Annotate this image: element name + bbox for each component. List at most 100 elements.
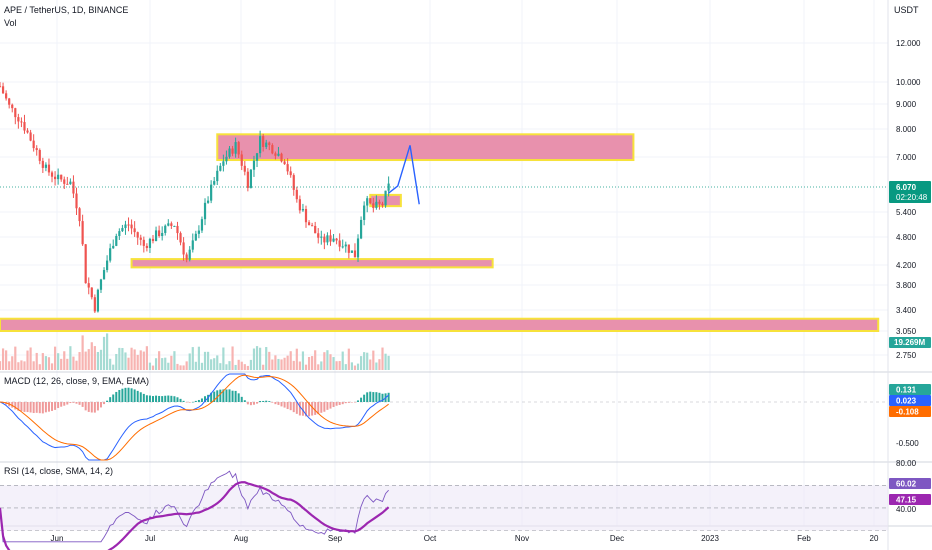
volume-bar (231, 346, 234, 370)
candle-body (0, 86, 2, 88)
macd-histogram-bar (54, 402, 57, 410)
volume-bar (375, 362, 378, 370)
volume-bar (246, 365, 249, 370)
candle-body (375, 201, 378, 209)
last-price-badge (889, 181, 931, 203)
macd-histogram-bar (109, 397, 112, 402)
volume-bar (262, 364, 265, 370)
support-resistance-zones[interactable] (0, 133, 880, 333)
macd-histogram-bar (277, 402, 280, 405)
macd-histogram-bar (63, 402, 66, 406)
candle-body (106, 260, 109, 271)
price-axis-label: 4.200 (896, 261, 917, 270)
volume-bar (26, 350, 29, 370)
macd-histogram-bar (372, 392, 375, 402)
price-zone (0, 317, 880, 333)
candle-body (136, 232, 139, 238)
volume-bar (78, 352, 81, 370)
volume-bar (0, 361, 2, 370)
rsi-pane (0, 470, 888, 550)
candle-body (17, 117, 20, 122)
price-projection-path[interactable] (388, 145, 420, 205)
volume-bar (255, 346, 259, 370)
candle-body (344, 244, 347, 247)
macd-histogram-bar (240, 396, 243, 402)
candle-body (353, 250, 357, 258)
candle-body (84, 244, 87, 284)
macd-histogram-bar (363, 394, 366, 402)
volume-bar (102, 336, 106, 370)
candlesticks (0, 82, 390, 314)
candle-body (213, 181, 216, 185)
macd-histogram-bar (145, 395, 148, 402)
volume-bar (133, 349, 136, 370)
volume-bar (197, 346, 200, 370)
macd-histogram-bar (72, 402, 75, 403)
volume-bar (158, 351, 161, 370)
volume-bar (109, 358, 112, 370)
volume-bar (359, 356, 363, 370)
volume-bar (130, 347, 133, 370)
candle-body (1, 86, 5, 94)
volume-bar (194, 361, 197, 370)
candle-body (151, 238, 155, 242)
macd-histogram-bar (353, 402, 356, 403)
time-axis-label: 2023 (701, 534, 719, 543)
macd-histogram-bar (274, 402, 277, 405)
volume-bar (47, 357, 51, 370)
candle-body (307, 222, 311, 226)
candle-body (14, 108, 17, 118)
candle-body (41, 160, 44, 168)
time-axis-label: Sep (328, 534, 343, 543)
volume-bar (29, 347, 32, 370)
macd-value: 0.023 (896, 397, 917, 406)
macd-histogram-bar (29, 402, 32, 413)
candle-body (44, 164, 47, 168)
candle-body (265, 142, 268, 147)
candle-body (372, 203, 375, 209)
volume-bar (63, 351, 66, 370)
macd-histogram-bar (155, 395, 158, 402)
macd-histogram-bar (87, 402, 90, 412)
macd-histogram-bar (188, 402, 191, 403)
macd-histogram-bar (350, 402, 353, 403)
volume-bar (185, 361, 188, 370)
candle-body (246, 171, 249, 188)
candle-body (314, 225, 317, 234)
macd-histogram-bar (191, 401, 194, 403)
candle-body (145, 245, 148, 248)
time-axis[interactable]: Jun Jul Aug Sep Oct Nov Dec 2023 Feb 20 (51, 534, 879, 543)
candle-body (206, 200, 210, 203)
volume-bar (366, 352, 369, 370)
macd-histogram-bar (332, 402, 335, 408)
candle-body (63, 179, 66, 184)
volume-bar (87, 349, 90, 370)
volume-bar (188, 353, 191, 370)
candle-body (387, 183, 390, 191)
candle-body (69, 181, 72, 185)
macd-histogram-bar (265, 400, 268, 402)
macd-histogram-bar (286, 402, 289, 410)
volume-bar (41, 353, 44, 370)
candle-body (35, 148, 38, 151)
volume-bar (384, 353, 387, 370)
volume-bar (350, 362, 353, 370)
candle-body (280, 153, 283, 162)
macd-histogram-bar (148, 395, 151, 402)
symbol-title: APE / TetherUS, 1D, BINANCE (4, 5, 129, 15)
volume-bar (338, 361, 341, 370)
price-axis-label: 3.800 (896, 281, 917, 290)
price-axis[interactable]: 12.000 10.000 9.000 8.000 7.000 5.400 4.800 4.2… (889, 39, 931, 514)
candle-body (222, 161, 225, 166)
macd-histogram-bar (121, 388, 124, 402)
macd-histogram-bar (170, 395, 173, 402)
candle-body (249, 169, 253, 188)
volume-bar (170, 355, 173, 370)
macd-axis-label: -0.500 (896, 439, 919, 448)
macd-histogram-bar (256, 402, 259, 404)
time-axis-label: Dec (610, 534, 624, 543)
volume-bar (106, 333, 109, 370)
macd-histogram-bar (366, 392, 369, 402)
candle-body (124, 224, 127, 229)
